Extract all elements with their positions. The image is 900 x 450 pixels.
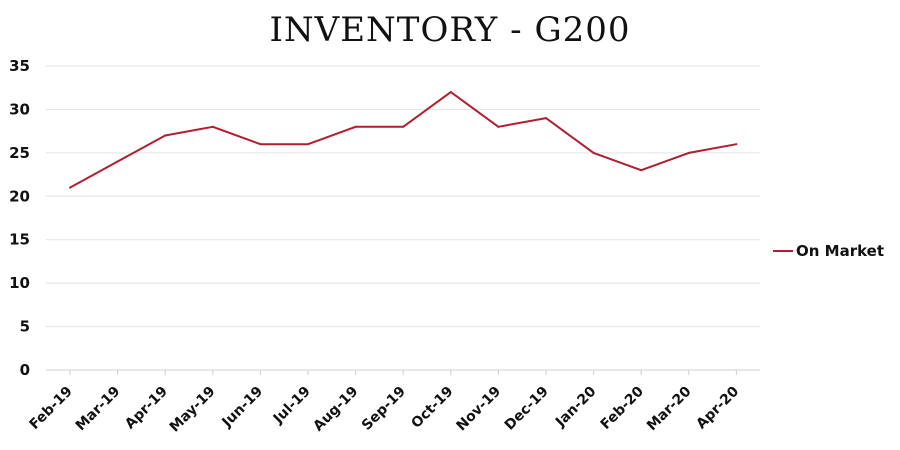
data-point xyxy=(307,143,309,146)
x-tick-label: Aug-19 xyxy=(310,384,361,435)
chart-title: INVENTORY - G200 xyxy=(269,10,630,50)
grid xyxy=(46,65,760,371)
data-point xyxy=(735,143,738,146)
legend-label-on-market: On Market xyxy=(796,242,884,260)
data-point xyxy=(402,125,405,128)
x-tick-label: Feb-19 xyxy=(26,384,75,433)
x-tick-label: May-19 xyxy=(167,384,219,436)
data-point xyxy=(497,125,500,128)
data-point xyxy=(545,117,547,120)
x-tick-label: Apr-19 xyxy=(122,384,171,433)
x-tick-label: Dec-19 xyxy=(502,384,552,434)
data-point xyxy=(116,160,119,163)
x-tick-label: Sep-19 xyxy=(359,384,409,434)
y-tick-label: 20 xyxy=(9,187,30,205)
series-line-on-market xyxy=(69,91,737,189)
data-point xyxy=(592,151,595,154)
y-tick-label: 10 xyxy=(9,274,30,292)
x-tick-label: Jun-19 xyxy=(219,384,267,432)
data-point xyxy=(640,169,643,172)
x-tick-label: Mar-20 xyxy=(644,383,695,434)
x-tick-label: Mar-19 xyxy=(73,384,124,435)
data-point xyxy=(449,91,452,94)
data-point xyxy=(354,125,357,128)
y-axis-ticks: 0 5 10 15 20 25 30 35 xyxy=(9,57,30,379)
x-tick-label: Jul-19 xyxy=(270,384,314,428)
x-tick-label: Oct-19 xyxy=(408,384,456,432)
data-point xyxy=(211,125,214,128)
data-point xyxy=(164,134,167,137)
legend: On Market xyxy=(773,242,884,260)
y-tick-label: 15 xyxy=(9,231,30,249)
x-tick-label: Feb-20 xyxy=(598,383,648,433)
x-tick-label: Nov-19 xyxy=(453,384,504,435)
y-tick-label: 25 xyxy=(9,144,30,162)
y-tick-label: 35 xyxy=(9,57,30,75)
data-point xyxy=(259,143,262,146)
y-tick-label: 30 xyxy=(9,100,30,118)
x-tick-label: Apr-20 xyxy=(693,383,742,432)
x-tick-label: Jan-20 xyxy=(552,383,599,430)
y-tick-label: 0 xyxy=(20,361,30,379)
y-tick-label: 5 xyxy=(20,318,30,336)
series-lines xyxy=(69,91,738,189)
data-point xyxy=(69,186,71,189)
data-point xyxy=(687,151,690,154)
